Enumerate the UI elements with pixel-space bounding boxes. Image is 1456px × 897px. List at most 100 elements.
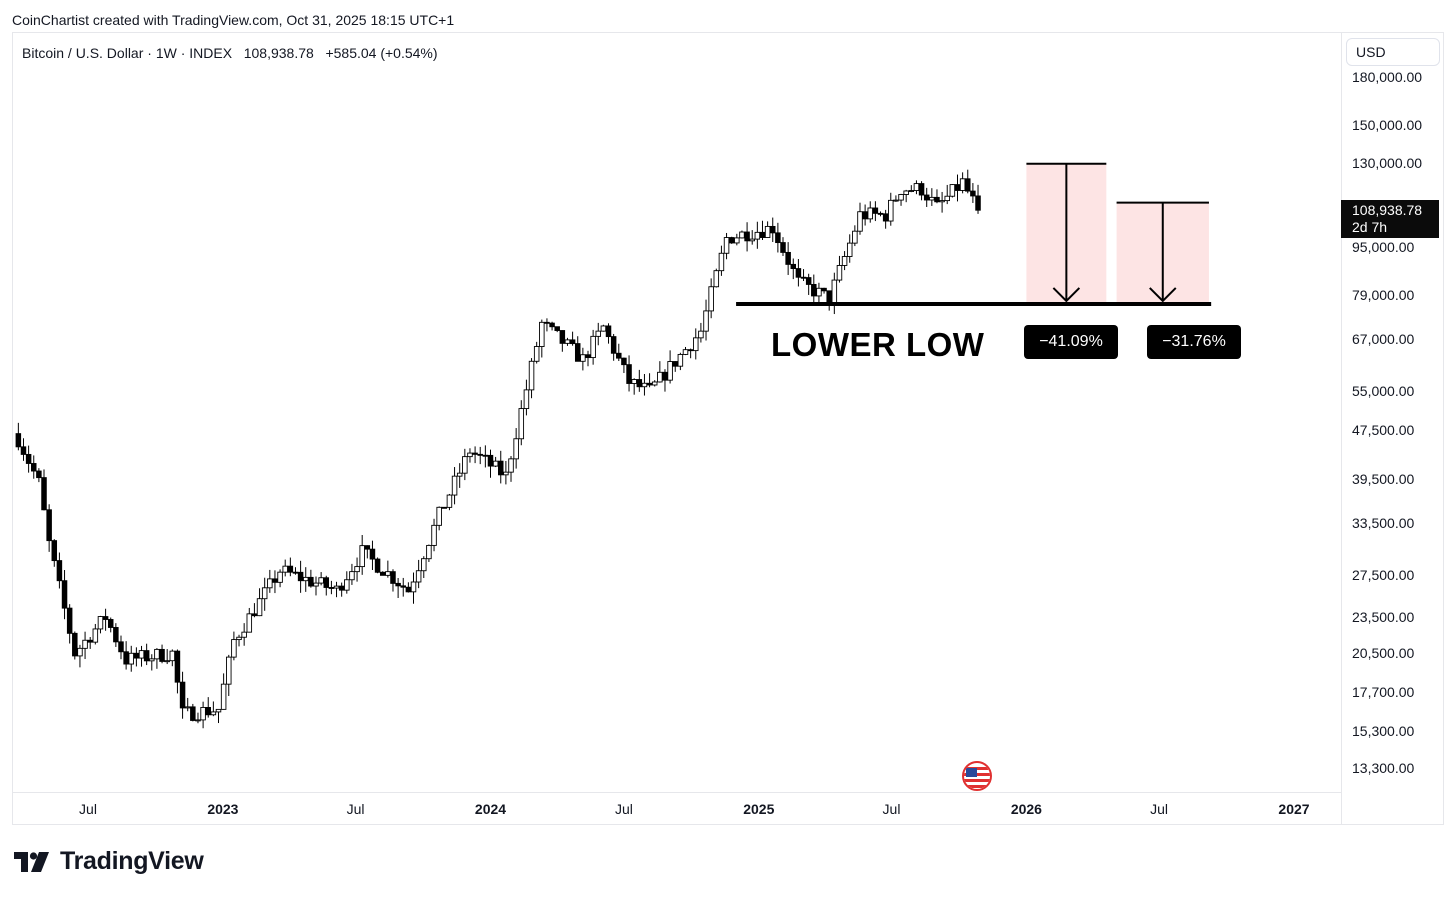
candle-body [708, 286, 714, 312]
price-tick-label: 17,700.00 [1352, 684, 1415, 701]
candle-body [349, 571, 355, 581]
candle-body [795, 268, 802, 278]
candle-body [923, 194, 930, 201]
candle-body [631, 379, 637, 384]
tradingview-logo-icon [14, 851, 49, 872]
candle-body [159, 648, 165, 662]
time-tick-label: Jul [1150, 801, 1169, 817]
candle-body [636, 379, 643, 388]
candle-body [805, 277, 812, 285]
candle-body [143, 650, 150, 662]
time-tick-label: Jul [346, 801, 365, 817]
tradingview-wordmark: TradingView [60, 847, 204, 875]
candle-body [539, 321, 545, 347]
drop-badge-1: −41.09% [1024, 325, 1118, 359]
candle-body [179, 681, 186, 709]
candle-body [559, 330, 566, 344]
candle-body [959, 178, 966, 191]
candle-body [354, 566, 360, 573]
candle-body [621, 357, 627, 366]
candle-body [672, 361, 678, 367]
candle-body [718, 252, 725, 272]
candle-body [195, 719, 201, 722]
candle-body [477, 453, 483, 456]
candle-body [220, 683, 227, 710]
candle-body [780, 242, 786, 253]
candle-body [862, 211, 868, 220]
candle-body [97, 616, 104, 630]
candle-body [903, 190, 909, 195]
candle-body [734, 237, 740, 244]
candle-body [190, 706, 196, 721]
candle-body [775, 232, 781, 244]
candle-body [51, 540, 58, 562]
candle-body [287, 565, 294, 573]
candle-body [785, 251, 791, 265]
candle-body [328, 587, 335, 589]
candle-body [282, 565, 288, 573]
time-tick-label: Jul [614, 801, 633, 817]
candle-body [102, 616, 109, 620]
price-tick-label: 15,300.00 [1352, 722, 1415, 739]
currency-selector-button[interactable]: USD [1346, 38, 1440, 66]
candle-body [580, 354, 586, 362]
candle-body [82, 639, 88, 649]
candle-body [15, 433, 22, 448]
candle-body [390, 571, 396, 584]
candle-body [226, 656, 232, 685]
candle-body [687, 349, 694, 352]
candle-body [256, 598, 263, 617]
candle-body [379, 571, 386, 576]
time-tick-label: 2025 [743, 801, 775, 817]
candle-body [308, 576, 314, 587]
candle-body [138, 650, 145, 659]
candle-body [338, 585, 345, 591]
time-tick-label: 2023 [207, 801, 239, 817]
candle-body [544, 321, 550, 324]
candle-body [164, 660, 170, 663]
candle-body [344, 579, 350, 591]
candle-body [113, 627, 119, 643]
candle-body [908, 190, 915, 192]
candle-body [616, 352, 622, 359]
candle-body [677, 353, 684, 367]
candle-body [30, 463, 37, 472]
candle-body [811, 283, 817, 297]
candle-body [713, 270, 720, 288]
time-tick-label: 2026 [1010, 801, 1042, 817]
candle-body [400, 585, 406, 588]
candle-body [728, 237, 735, 244]
chart-frame [12, 32, 1444, 825]
candle-body [651, 381, 658, 386]
candle-body [107, 619, 114, 628]
candle-body [965, 178, 971, 192]
price-tick-label: 23,500.00 [1352, 609, 1415, 626]
candle-body [205, 706, 211, 716]
candle-body [369, 548, 376, 560]
candle-body [821, 287, 827, 292]
candle-body [277, 571, 283, 583]
candle-body [754, 231, 761, 240]
time-tick-label: Jul [882, 801, 901, 817]
last-price-label: 108,938.78 2d 7h [1341, 200, 1439, 238]
candle-body [888, 199, 894, 222]
candle-body [72, 632, 78, 657]
candle-body [610, 336, 617, 354]
price-tick-label: 27,500.00 [1352, 567, 1415, 584]
candle-body [518, 408, 525, 440]
candle-body [836, 265, 843, 281]
lower-low-annotation: LOWER LOW [771, 326, 985, 363]
candle-body [149, 658, 155, 662]
time-tick-label: Jul [79, 801, 97, 817]
candle-body [600, 325, 607, 332]
tradingview-logo[interactable]: TradingView [14, 847, 204, 876]
symbol-info-line[interactable]: Bitcoin / U.S. Dollar · 1W · INDEX 108,9… [22, 45, 438, 61]
candle-body [20, 446, 27, 455]
us-flag-icon[interactable] [962, 761, 992, 791]
candle-body [585, 354, 591, 359]
price-tick-label: 150,000.00 [1352, 117, 1423, 134]
candle-body [533, 346, 540, 362]
candle-body [764, 225, 771, 238]
candle-body [846, 242, 853, 257]
